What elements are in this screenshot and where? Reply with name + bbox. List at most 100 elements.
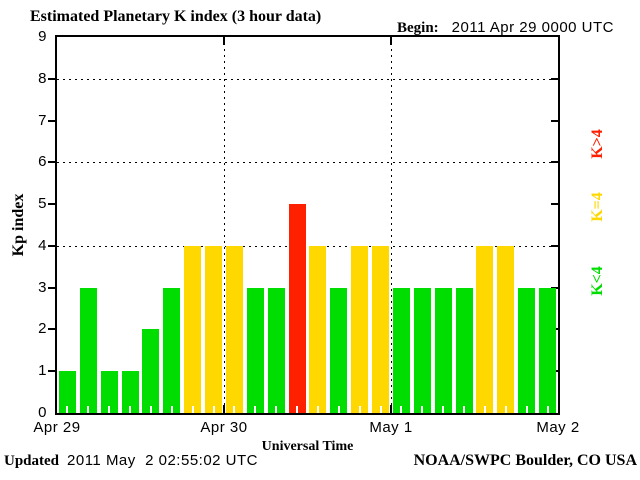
kp-bar-14 xyxy=(330,287,348,413)
y-tick-right-8 xyxy=(551,77,558,80)
kp-bar-5 xyxy=(142,329,160,413)
y-tick-left-4 xyxy=(48,244,55,247)
plot-wrap: Universal Time 0 1 2 3 4 5 6 7 8 9 Apr 29 Apr 30 May… xyxy=(33,28,579,454)
kp-bar-6 xyxy=(163,287,181,413)
day-boundary-line-may-1 xyxy=(391,37,392,413)
chart-title: Estimated Planetary K index (3 hour data… xyxy=(30,8,322,25)
y-tick-left-8 xyxy=(48,77,55,80)
x-axis-title: Universal Time xyxy=(261,439,354,454)
kp-bar-4 xyxy=(121,371,139,413)
x-day-label-apr-30: Apr 30 xyxy=(200,419,248,436)
bar-base-tick xyxy=(463,406,466,413)
bar-base-tick xyxy=(108,406,111,413)
legend-label-k-eq-4: K=4 xyxy=(589,192,606,222)
kp-bar-24 xyxy=(539,287,557,413)
bar-base-tick xyxy=(504,406,507,413)
y-tick-right-3 xyxy=(551,286,558,289)
y-tick-left-3 xyxy=(48,286,55,289)
bar-base-tick xyxy=(525,406,528,413)
kp-bar-11 xyxy=(267,287,285,413)
bar-base-tick xyxy=(254,406,257,413)
gridline-kp-6 xyxy=(57,162,558,164)
kp-bar-16 xyxy=(372,245,390,413)
kp-bar-8 xyxy=(205,245,223,413)
bar-base-tick xyxy=(275,406,278,413)
y-tick-left-2 xyxy=(48,328,55,331)
kp-bar-22 xyxy=(497,245,515,413)
kp-bar-19 xyxy=(434,287,452,413)
legend-label-k-gt-4: K>4 xyxy=(589,129,606,159)
y-tick-left-5 xyxy=(48,203,55,206)
kp-bar-9 xyxy=(225,245,243,413)
y-tick-label-7: 7 xyxy=(38,111,47,129)
bar-base-tick xyxy=(483,406,486,413)
bar-base-tick xyxy=(212,406,215,413)
kp-bar-21 xyxy=(476,245,494,413)
bar-base-tick xyxy=(87,406,90,413)
gridline-kp-8 xyxy=(57,78,558,80)
y-tick-right-4 xyxy=(551,244,558,247)
bar-base-tick xyxy=(358,406,361,413)
bar-base-tick xyxy=(149,406,152,413)
bar-base-tick xyxy=(316,406,319,413)
x-day-label-apr-29: Apr 29 xyxy=(33,419,81,436)
kp-bar-13 xyxy=(309,245,327,413)
y-tick-label-2: 2 xyxy=(38,320,47,338)
x-day-label-may-1: May 1 xyxy=(369,419,413,436)
bar-base-tick xyxy=(442,406,445,413)
bar-base-tick xyxy=(66,406,69,413)
day-boundary-line-apr-30 xyxy=(224,37,225,413)
y-tick-right-5 xyxy=(551,203,558,206)
bar-base-tick xyxy=(296,406,299,413)
kp-bar-2 xyxy=(79,287,97,413)
kp-bar-12 xyxy=(288,204,306,413)
y-tick-label-0: 0 xyxy=(38,404,47,421)
updated-row: Updated 2011 May 2 02:55:02 UTC xyxy=(4,452,258,470)
y-tick-left-6 xyxy=(48,161,55,164)
y-tick-label-8: 8 xyxy=(38,69,47,87)
bar-base-tick xyxy=(170,406,173,413)
y-tick-label-4: 4 xyxy=(38,236,47,254)
day-boundary-tick-bottom xyxy=(223,405,225,413)
kp-bar-17 xyxy=(392,287,410,413)
day-boundary-tick-bottom xyxy=(390,405,392,413)
day-boundary-tick-top xyxy=(390,37,392,45)
bar-base-tick xyxy=(129,406,132,413)
kp-bar-7 xyxy=(184,245,202,413)
y-tick-label-3: 3 xyxy=(38,278,47,296)
updated-label: Updated xyxy=(4,453,60,469)
kp-bar-10 xyxy=(246,287,264,413)
begin-row: Begin: 2011 Apr 29 0000 UTC xyxy=(397,19,614,37)
gridline-kp-4 xyxy=(57,245,558,247)
y-tick-label-1: 1 xyxy=(38,362,47,380)
y-tick-right-6 xyxy=(551,161,558,164)
credit-text: NOAA/SWPC Boulder, CO USA xyxy=(413,452,637,469)
updated-value: 2011 May 2 02:55:02 UTC xyxy=(67,452,259,469)
y-tick-right-7 xyxy=(551,119,558,122)
bar-base-tick xyxy=(400,406,403,413)
bar-base-tick xyxy=(546,406,549,413)
y-tick-label-5: 5 xyxy=(38,195,47,213)
bar-base-tick xyxy=(233,406,236,413)
kp-bar-3 xyxy=(100,371,118,413)
bar-base-tick xyxy=(191,406,194,413)
kp-bar-18 xyxy=(413,287,431,413)
bar-base-tick xyxy=(337,406,340,413)
legend-label-k-lt-4: K<4 xyxy=(589,266,606,296)
x-day-label-may-2: May 2 xyxy=(536,419,580,436)
kp-bar-23 xyxy=(518,287,536,413)
kp-bar-15 xyxy=(351,245,369,413)
y-tick-left-7 xyxy=(48,119,55,122)
plot-area xyxy=(55,35,560,415)
y-axis-title: Kp index xyxy=(10,193,27,257)
y-tick-label-9: 9 xyxy=(38,28,47,45)
begin-label: Begin: xyxy=(397,20,439,36)
kp-bar-1 xyxy=(58,371,76,413)
bar-base-tick xyxy=(379,406,382,413)
y-tick-label-6: 6 xyxy=(38,153,47,171)
begin-value: 2011 Apr 29 0000 UTC xyxy=(451,19,614,36)
day-boundary-tick-top xyxy=(223,37,225,45)
kp-bar-20 xyxy=(455,287,473,413)
y-tick-left-1 xyxy=(48,370,55,373)
